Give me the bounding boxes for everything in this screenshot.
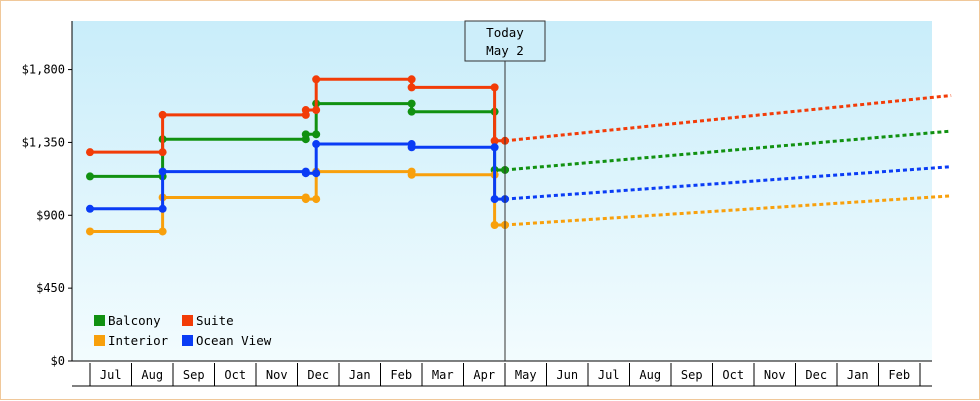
data-point-ocean-view[interactable]	[158, 167, 167, 176]
x-tick-label: May	[515, 368, 537, 382]
x-tick-label: Feb	[390, 368, 412, 382]
legend-item-balcony[interactable]: Balcony	[94, 313, 161, 328]
data-point-balcony[interactable]	[407, 107, 416, 116]
projection-line-suite	[504, 93, 952, 143]
legend-label: Balcony	[108, 313, 161, 328]
legend-label: Interior	[108, 333, 169, 348]
x-tick-label: Oct	[224, 368, 246, 382]
today-box	[464, 20, 546, 62]
data-point-ocean-view[interactable]	[490, 195, 499, 204]
today-label: Today	[486, 25, 524, 40]
x-tick-label: Sep	[183, 368, 205, 382]
x-tick-label: Jul	[598, 368, 620, 382]
data-point-balcony[interactable]	[312, 130, 321, 139]
x-tick-label: Mar	[432, 368, 454, 382]
data-point-balcony[interactable]	[407, 99, 416, 108]
legend-swatch	[94, 315, 105, 326]
x-tick-label: Jun	[556, 368, 578, 382]
legend-swatch	[182, 335, 193, 346]
data-point-ocean-view[interactable]	[407, 143, 416, 152]
projection-line-interior	[504, 194, 952, 227]
data-point-interior[interactable]	[407, 170, 416, 179]
x-tick-label: Jul	[100, 368, 122, 382]
data-point-interior[interactable]	[490, 221, 499, 229]
data-point-interior[interactable]	[158, 227, 167, 236]
data-point-ocean-view[interactable]	[490, 143, 499, 152]
today-marker: Today May 2	[464, 20, 546, 361]
data-point-ocean-view[interactable]	[312, 169, 321, 178]
legend-swatch	[182, 315, 193, 326]
data-point-interior[interactable]	[301, 195, 310, 204]
legend-item-interior[interactable]: Interior	[94, 333, 169, 348]
data-point-suite[interactable]	[312, 75, 321, 84]
data-point-interior[interactable]	[312, 195, 321, 204]
x-tick-label: Nov	[266, 368, 288, 382]
y-tick-label: $1,350	[22, 135, 65, 149]
x-tick-label: Jan	[847, 368, 869, 382]
x-tick-label: Sep	[681, 368, 703, 382]
data-point-suite[interactable]	[158, 110, 167, 119]
data-point-suite[interactable]	[407, 75, 416, 84]
series-layer	[86, 75, 952, 236]
x-tick-label: Nov	[764, 368, 786, 382]
x-tick-label: Aug	[141, 368, 163, 382]
x-tick-label: Jan	[349, 368, 371, 382]
data-point-ocean-view[interactable]	[86, 204, 94, 213]
x-tick-label: Dec	[805, 368, 827, 382]
projection-line-ocean-view	[504, 165, 952, 201]
data-point-balcony[interactable]	[301, 130, 310, 139]
data-point-suite[interactable]	[86, 148, 94, 157]
axes-layer: $0 $450 $900 $1,350 $1,800 Jul Aug Sep Oct Nov Dec…	[22, 21, 932, 387]
x-tick-label: Apr	[473, 368, 495, 382]
legend: Balcony Suite Interior Ocean View	[94, 313, 272, 348]
x-tick-label: Feb	[888, 368, 910, 382]
legend-label: Ocean View	[196, 333, 272, 348]
data-point-suite[interactable]	[490, 83, 499, 92]
data-point-suite[interactable]	[312, 106, 321, 115]
y-tick-label: $450	[36, 281, 65, 295]
y-tick-label: $1,800	[22, 63, 65, 77]
x-tick-label: Oct	[722, 368, 744, 382]
legend-label: Suite	[196, 313, 234, 328]
x-tick-label: Aug	[639, 368, 661, 382]
legend-item-ocean-view[interactable]: Ocean View	[182, 333, 272, 348]
y-tick-label: $900	[36, 208, 65, 222]
data-point-interior[interactable]	[86, 227, 94, 236]
data-point-ocean-view[interactable]	[301, 169, 310, 178]
data-point-suite[interactable]	[301, 106, 310, 115]
y-tick-label: $0	[51, 354, 65, 368]
series-line-suite	[90, 77, 505, 154]
data-point-suite[interactable]	[407, 83, 416, 92]
data-point-suite[interactable]	[490, 136, 499, 145]
x-tick-label: Dec	[307, 368, 329, 382]
series-suite	[86, 75, 952, 157]
legend-item-suite[interactable]: Suite	[182, 313, 234, 328]
legend-swatch	[94, 335, 105, 346]
data-point-ocean-view[interactable]	[312, 140, 321, 149]
series-line-ocean-view	[90, 142, 505, 211]
plot-area	[72, 21, 932, 361]
data-point-suite[interactable]	[158, 148, 167, 157]
today-date-label: May 2	[486, 43, 524, 58]
data-point-balcony[interactable]	[86, 172, 94, 181]
projection-line-balcony	[504, 129, 952, 172]
data-point-ocean-view[interactable]	[158, 204, 167, 213]
